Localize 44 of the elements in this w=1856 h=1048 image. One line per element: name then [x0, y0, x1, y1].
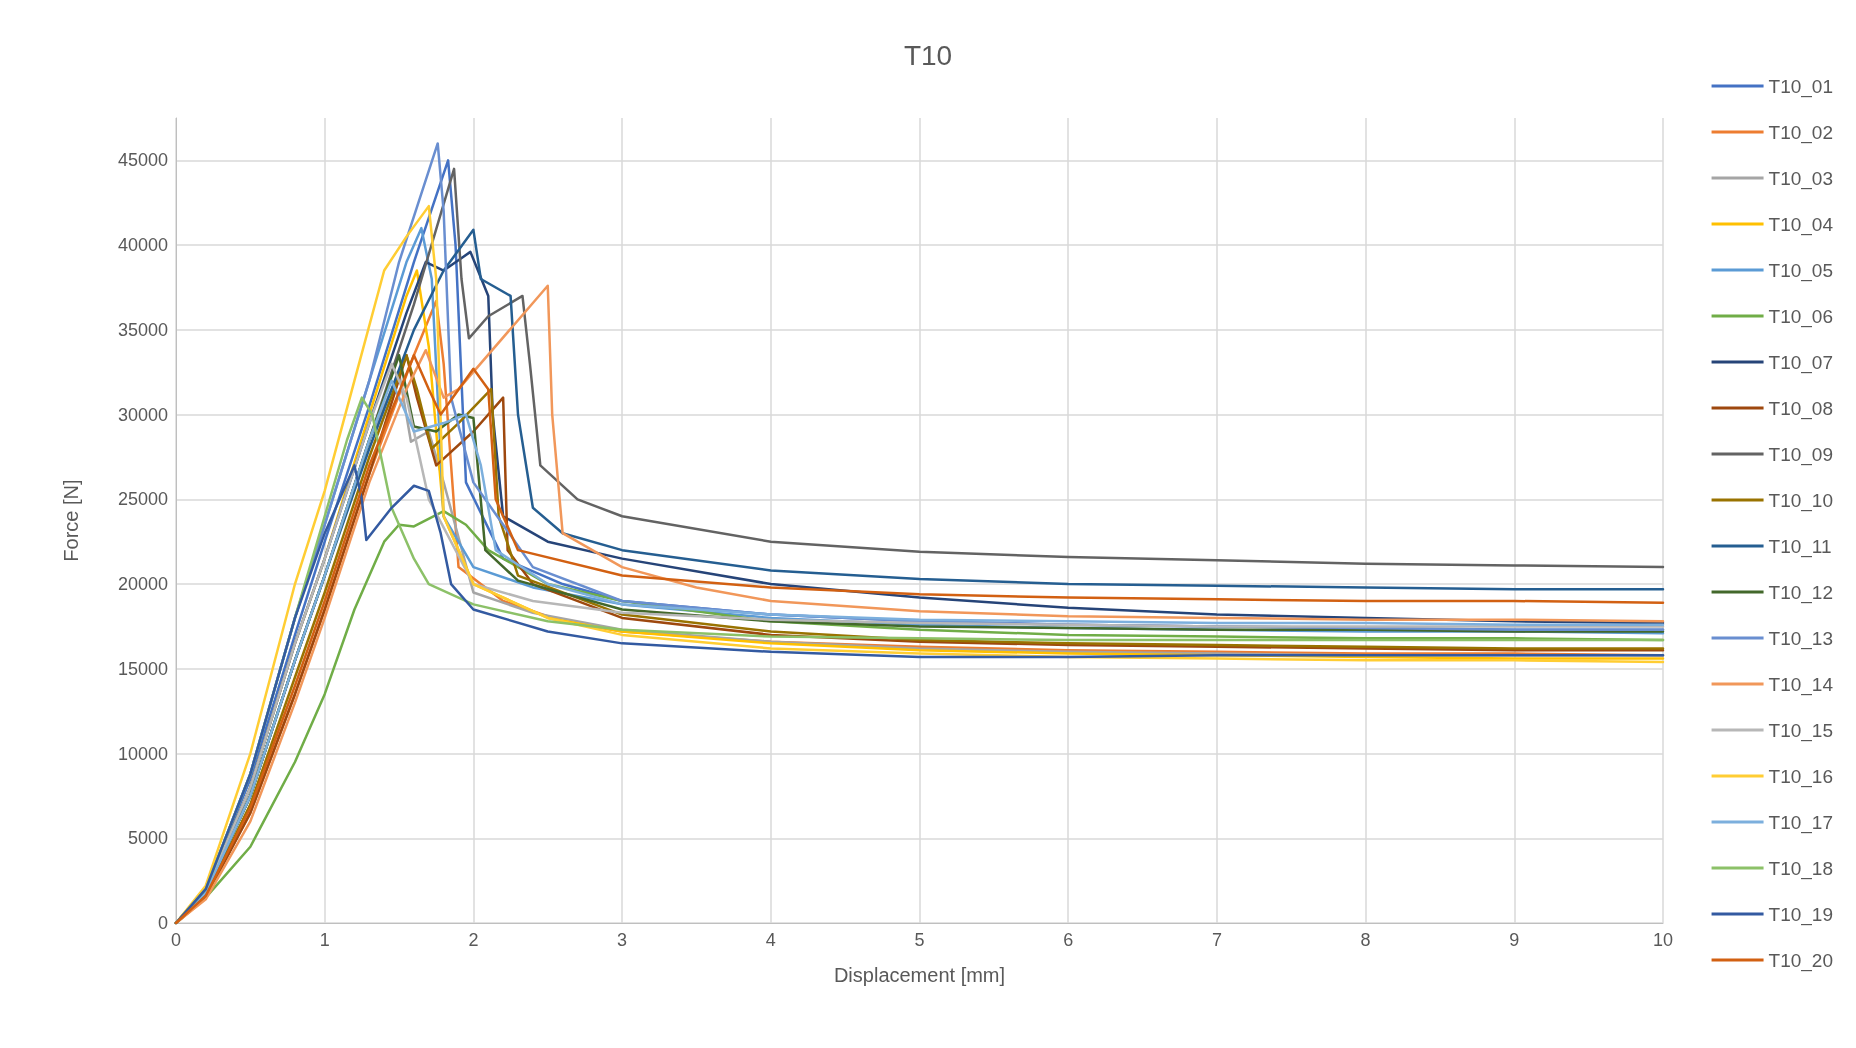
y-tick-label: 40000	[117, 235, 168, 256]
legend-label: T10_15	[1768, 719, 1834, 742]
x-tick-label: 5	[914, 930, 925, 950]
legend-label: T10_16	[1768, 765, 1834, 788]
y-tick-label: 15000	[117, 658, 168, 679]
x-tick-label: 3	[617, 930, 628, 950]
legend-label: T10_06	[1768, 305, 1834, 328]
legend-label: T10_20	[1768, 949, 1834, 972]
x-tick-label: 6	[1063, 930, 1074, 950]
y-tick-label: 30000	[117, 404, 168, 425]
legend-label: T10_19	[1768, 903, 1834, 926]
legend-label: T10_18	[1768, 857, 1834, 880]
legend-label: T10_09	[1768, 443, 1834, 466]
legend-label: T10_13	[1768, 627, 1834, 650]
legend-label: T10_11	[1768, 535, 1832, 558]
y-axis-title: Force [N]	[60, 479, 82, 562]
legend-label: T10_14	[1768, 673, 1834, 696]
x-tick-label: 10	[1652, 930, 1674, 950]
y-tick-label: 25000	[117, 489, 168, 510]
x-tick-label: 0	[170, 930, 182, 950]
legend-label: T10_05	[1768, 259, 1834, 282]
legend-label: T10_01	[1768, 75, 1834, 98]
y-tick-label: 20000	[117, 574, 168, 595]
y-tick-label: 35000	[117, 319, 168, 340]
chart-title: T10	[903, 39, 953, 71]
legend-label: T10_08	[1768, 397, 1834, 420]
y-tick-label: 0	[157, 913, 168, 933]
x-axis-title: Displacement [mm]	[833, 964, 1006, 986]
y-tick-label: 10000	[117, 743, 168, 764]
legend-label: T10_03	[1768, 167, 1834, 190]
y-tick-label: 5000	[127, 828, 168, 849]
legend-label: T10_17	[1768, 811, 1834, 834]
x-tick-label: 4	[765, 930, 776, 950]
x-tick-label: 9	[1509, 930, 1520, 950]
legend-label: T10_12	[1768, 581, 1834, 604]
legend-label: T10_10	[1768, 489, 1834, 512]
y-tick-label: 45000	[117, 150, 168, 171]
legend-label: T10_07	[1768, 351, 1834, 374]
x-tick-label: 2	[468, 930, 479, 950]
legend-label: T10_02	[1768, 121, 1834, 144]
legend-label: T10_04	[1768, 213, 1834, 236]
x-tick-label: 8	[1360, 930, 1371, 950]
x-tick-label: 1	[319, 930, 330, 950]
x-tick-label: 7	[1211, 930, 1222, 950]
